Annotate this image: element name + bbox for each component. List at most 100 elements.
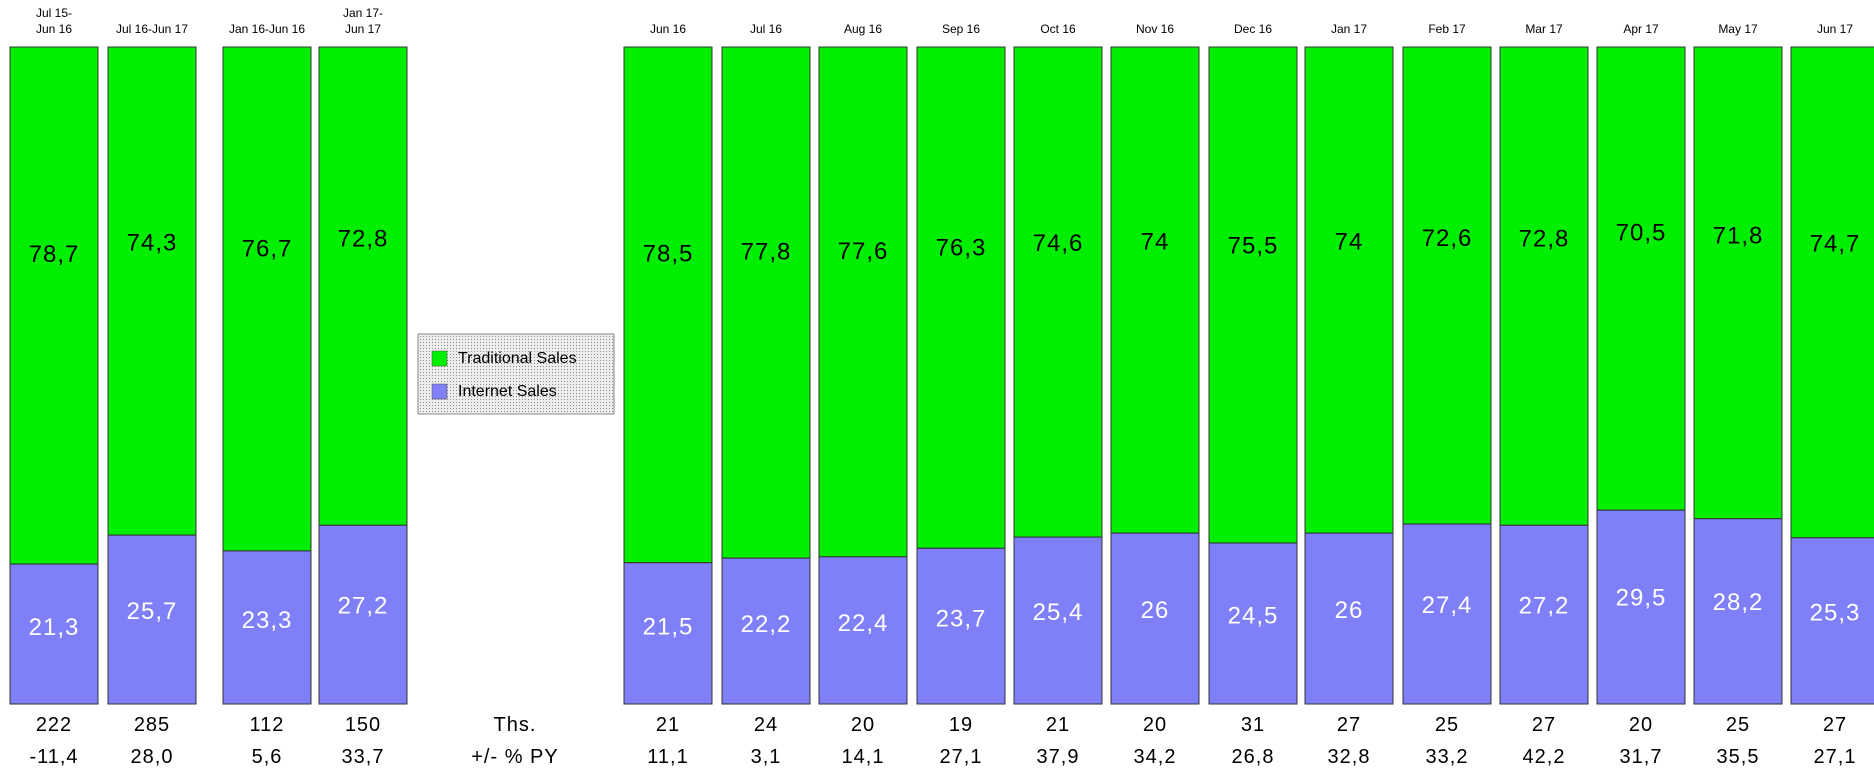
category-label: Dec 16 xyxy=(1234,22,1272,36)
legend-label-traditional: Traditional Sales xyxy=(458,350,577,367)
bar-traditional xyxy=(721,46,811,559)
data-label-internet: 23,3 xyxy=(242,607,293,634)
legend-box xyxy=(417,333,615,415)
bar-internet xyxy=(623,562,713,705)
bar-internet xyxy=(721,557,811,705)
change-pct-value: 34,2 xyxy=(1134,746,1177,768)
category-label: Jun 17 xyxy=(1817,22,1853,36)
bar-traditional xyxy=(818,46,908,558)
category-label: May 17 xyxy=(1718,22,1758,36)
data-label-traditional: 74,6 xyxy=(1033,230,1084,257)
bar-traditional xyxy=(623,46,713,564)
data-label-internet: 26 xyxy=(1141,597,1170,624)
data-label-traditional: 74,3 xyxy=(127,229,178,256)
thousands-value: 285 xyxy=(134,714,170,736)
change-pct-value: 32,8 xyxy=(1328,746,1371,768)
thousands-value: 112 xyxy=(250,714,285,736)
change-pct-value: 3,1 xyxy=(751,746,782,768)
data-label-traditional: 77,6 xyxy=(838,238,889,265)
thousands-value: 150 xyxy=(345,714,381,736)
thousands-value: 19 xyxy=(949,714,973,736)
category-label: Jan 16-Jun 16 xyxy=(229,22,305,36)
bar-internet xyxy=(1790,537,1874,705)
category-label: Jan 17 xyxy=(1331,22,1367,36)
bar-internet xyxy=(1110,532,1200,705)
change-pct-value: 31,7 xyxy=(1620,746,1663,768)
bars-layer: Jul 15- Jun 16 78,7 21,3 222 -11,4 Jul 16-Jun … xyxy=(9,6,1874,768)
bar-traditional xyxy=(1693,46,1783,520)
bar-internet xyxy=(318,524,408,705)
bar-traditional xyxy=(107,46,197,536)
bar-internet xyxy=(1499,524,1589,705)
thousands-value: 20 xyxy=(1629,714,1653,736)
data-label-internet: 23,7 xyxy=(936,605,987,632)
legend: Traditional Sales Internet Sales xyxy=(417,333,615,415)
thousands-value: 27 xyxy=(1532,714,1556,736)
data-label-traditional: 70,5 xyxy=(1616,219,1667,246)
category-label: Nov 16 xyxy=(1136,22,1174,36)
bar-traditional xyxy=(1790,46,1874,539)
bar-internet xyxy=(1693,518,1783,705)
bar-internet xyxy=(818,556,908,705)
data-label-traditional: 76,7 xyxy=(242,236,293,263)
bar-traditional xyxy=(318,46,408,526)
data-label-internet: 28,2 xyxy=(1713,589,1764,616)
data-label-internet: 24,5 xyxy=(1228,602,1279,629)
data-label-internet: 27,4 xyxy=(1422,592,1473,619)
legend-swatch-internet xyxy=(431,383,448,400)
data-label-internet: 21,3 xyxy=(29,614,80,641)
change-pct-value: 14,1 xyxy=(842,746,885,768)
change-pct-value: 5,6 xyxy=(252,746,283,768)
bar-traditional xyxy=(1304,46,1394,534)
bar-internet xyxy=(107,534,197,705)
data-label-traditional: 71,8 xyxy=(1713,223,1764,250)
change-pct-value: 33,7 xyxy=(342,746,385,768)
bar-internet xyxy=(1596,509,1686,705)
category-label: Jun 16 xyxy=(36,22,72,36)
bar-traditional xyxy=(1596,46,1686,511)
thousands-value: 21 xyxy=(1046,714,1070,736)
category-label: Aug 16 xyxy=(844,22,882,36)
data-label-internet: 25,3 xyxy=(1810,600,1861,627)
thousands-value: 31 xyxy=(1241,714,1265,736)
thousands-value: 27 xyxy=(1823,714,1847,736)
bar-traditional xyxy=(916,46,1006,549)
data-label-traditional: 72,6 xyxy=(1422,225,1473,252)
bar-internet xyxy=(1304,532,1394,705)
category-label: Oct 16 xyxy=(1040,22,1076,36)
change-pct-value: 37,9 xyxy=(1037,746,1080,768)
change-pct-value: 28,0 xyxy=(131,746,174,768)
data-label-internet: 29,5 xyxy=(1616,584,1667,611)
bar-traditional xyxy=(1402,46,1492,525)
bar-internet xyxy=(916,547,1006,705)
thousands-value: 222 xyxy=(36,714,72,736)
thousands-value: 27 xyxy=(1337,714,1361,736)
data-label-traditional: 78,5 xyxy=(643,240,694,267)
data-label-traditional: 74 xyxy=(1141,228,1170,255)
data-label-internet: 22,4 xyxy=(838,610,889,637)
change-pct-value: 33,2 xyxy=(1426,746,1469,768)
bar-traditional xyxy=(1110,46,1200,534)
change-pct-value: 27,1 xyxy=(1814,746,1857,768)
thousands-value: 20 xyxy=(1143,714,1167,736)
data-label-internet: 21,5 xyxy=(643,613,694,640)
category-label: Sep 16 xyxy=(942,22,980,36)
bar-traditional xyxy=(9,46,99,565)
change-pct-value: -11,4 xyxy=(29,746,78,768)
data-label-traditional: 74 xyxy=(1335,228,1364,255)
change-pct-value: 27,1 xyxy=(940,746,983,768)
data-label-traditional: 76,3 xyxy=(936,235,987,262)
bar-internet xyxy=(222,550,312,705)
legend-swatch-traditional xyxy=(431,350,448,367)
data-label-internet: 27,2 xyxy=(1519,593,1570,620)
thousands-value: 25 xyxy=(1726,714,1750,736)
category-label: Jun 16 xyxy=(650,22,686,36)
category-label: Jul 16 xyxy=(750,22,782,36)
bar-traditional xyxy=(222,46,312,552)
category-label: Mar 17 xyxy=(1525,22,1563,36)
legend-label-internet: Internet Sales xyxy=(458,383,557,400)
change-pct-value: 42,2 xyxy=(1523,746,1566,768)
category-label: Jul 15- xyxy=(36,6,72,20)
data-label-traditional: 72,8 xyxy=(338,225,389,252)
